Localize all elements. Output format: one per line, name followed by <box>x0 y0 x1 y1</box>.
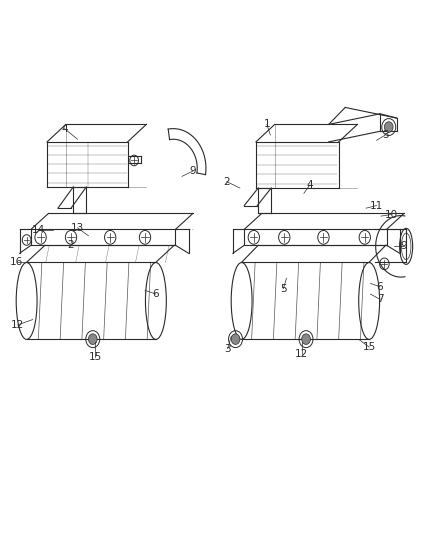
Text: 9: 9 <box>401 241 407 252</box>
Text: 12: 12 <box>295 349 308 359</box>
Text: 9: 9 <box>190 166 196 176</box>
Text: 4: 4 <box>61 124 68 134</box>
Text: 10: 10 <box>385 209 397 220</box>
Text: 15: 15 <box>363 342 376 352</box>
Text: 6: 6 <box>152 289 159 299</box>
Text: 4: 4 <box>306 180 313 190</box>
Text: 3: 3 <box>224 344 231 354</box>
Text: 13: 13 <box>71 223 84 233</box>
Text: 11: 11 <box>370 200 383 211</box>
Circle shape <box>88 334 97 344</box>
Text: 6: 6 <box>377 281 383 292</box>
Text: 7: 7 <box>377 294 383 304</box>
Circle shape <box>302 334 311 344</box>
Text: 12: 12 <box>11 320 25 330</box>
Text: 2: 2 <box>68 240 74 251</box>
Circle shape <box>385 122 393 132</box>
Circle shape <box>231 334 240 344</box>
Text: 5: 5 <box>280 284 287 294</box>
Text: 16: 16 <box>10 257 23 267</box>
Text: 1: 1 <box>264 119 270 130</box>
Text: 3: 3 <box>382 130 389 140</box>
Text: 2: 2 <box>223 176 230 187</box>
Text: 14: 14 <box>32 225 45 236</box>
Text: 15: 15 <box>88 352 102 361</box>
